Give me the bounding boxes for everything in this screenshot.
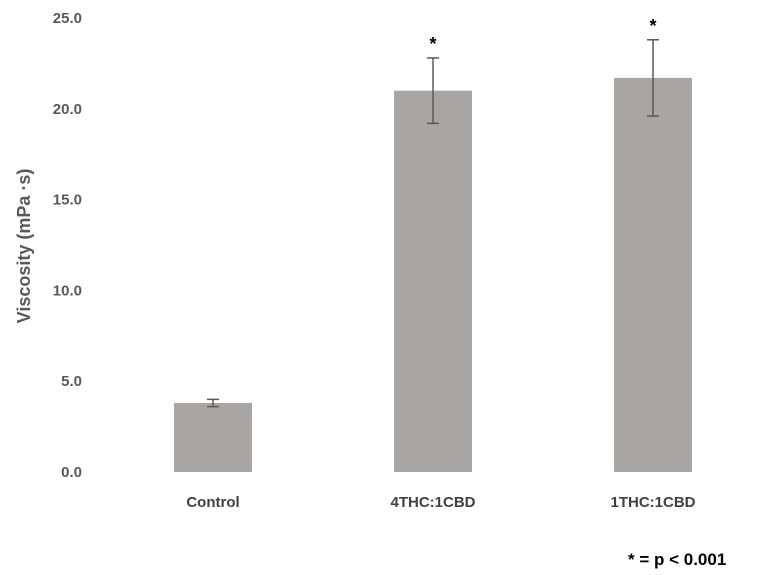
y-tick-label: 10.0 [53, 282, 82, 299]
bar [394, 90, 472, 472]
y-tick-label: 0.0 [61, 464, 82, 481]
bar [614, 77, 692, 472]
error-bars [207, 39, 659, 408]
significance-star: * [429, 34, 436, 54]
significance-footnote: * = p < 0.001 [628, 550, 727, 569]
bar [174, 402, 252, 472]
x-category-label: 4THC:1CBD [390, 494, 475, 511]
y-axis-label: Viscosity (mPa ·s) [14, 169, 34, 324]
x-category-label: 1THC:1CBD [610, 494, 695, 511]
y-tick-label: 20.0 [53, 101, 82, 118]
error-bar [647, 39, 659, 117]
significance-star: * [649, 16, 656, 36]
error-bar [207, 398, 219, 408]
x-axis-categories: Control 4THC:1CBD 1THC:1CBD [186, 494, 695, 511]
x-category-label: Control [186, 494, 239, 511]
error-bar [427, 57, 439, 125]
y-tick-label: 15.0 [53, 192, 82, 209]
bars [174, 77, 692, 472]
y-tick-label: 25.0 [53, 10, 82, 27]
significance-markers: ** [429, 16, 656, 54]
y-axis-ticks: 0.0 5.0 10.0 15.0 20.0 25.0 [53, 10, 82, 481]
y-tick-label: 5.0 [61, 373, 82, 390]
